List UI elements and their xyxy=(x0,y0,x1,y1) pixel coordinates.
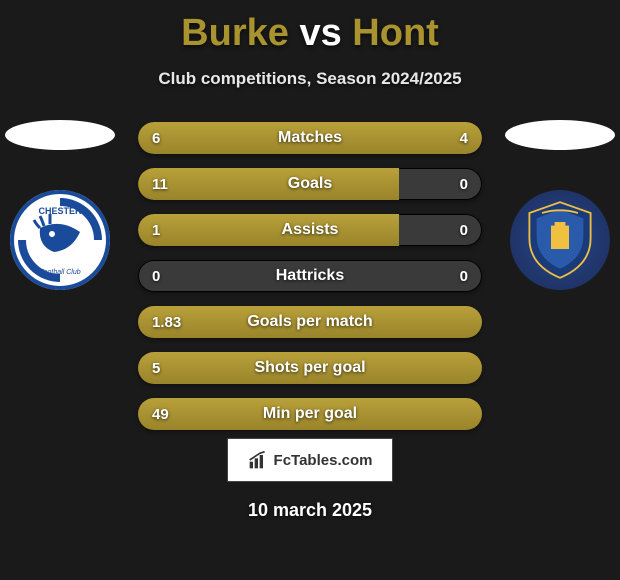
chart-icon xyxy=(248,450,268,470)
player1-name: Burke xyxy=(181,12,289,54)
stat-label: Shots per goal xyxy=(138,352,482,384)
opponent-crest-icon xyxy=(515,195,605,285)
left-player-crest-wrap: CHESTER Football Club xyxy=(0,120,120,290)
stat-bar-min-per-goal: 49Min per goal xyxy=(138,398,482,430)
stat-bar-hattricks: 00Hattricks xyxy=(138,260,482,292)
svg-text:Football Club: Football Club xyxy=(39,269,80,276)
infographic-date: 10 march 2025 xyxy=(0,500,620,521)
stat-bar-matches: 64Matches xyxy=(138,122,482,154)
stat-bars-container: 64Matches 110Goals 10Assists 00Hattricks 1.8… xyxy=(138,122,482,444)
stat-bar-assists: 10Assists xyxy=(138,214,482,246)
stat-label: Min per goal xyxy=(138,398,482,430)
stat-label: Hattricks xyxy=(138,260,482,292)
vs-text: vs xyxy=(299,12,341,54)
right-pedestal-oval xyxy=(505,120,615,150)
comparison-title: Burke vs Hont xyxy=(0,0,620,55)
brand-text: FcTables.com xyxy=(274,452,373,469)
fctables-logo[interactable]: FcTables.com xyxy=(227,438,393,482)
chester-crest-icon: CHESTER Football Club xyxy=(10,190,110,290)
stat-label: Goals per match xyxy=(138,306,482,338)
right-player-crest-wrap xyxy=(500,120,620,290)
stat-bar-shots-per-goal: 5Shots per goal xyxy=(138,352,482,384)
stat-label: Goals xyxy=(138,168,482,200)
stat-label: Matches xyxy=(138,122,482,154)
stat-bar-goals: 110Goals xyxy=(138,168,482,200)
competition-subtitle: Club competitions, Season 2024/2025 xyxy=(0,69,620,89)
svg-text:CHESTER: CHESTER xyxy=(38,206,82,216)
stat-bar-goals-per-match: 1.83Goals per match xyxy=(138,306,482,338)
right-club-crest xyxy=(510,190,610,290)
left-club-crest: CHESTER Football Club xyxy=(10,190,110,290)
player2-name: Hont xyxy=(352,12,439,54)
left-pedestal-oval xyxy=(5,120,115,150)
stat-label: Assists xyxy=(138,214,482,246)
